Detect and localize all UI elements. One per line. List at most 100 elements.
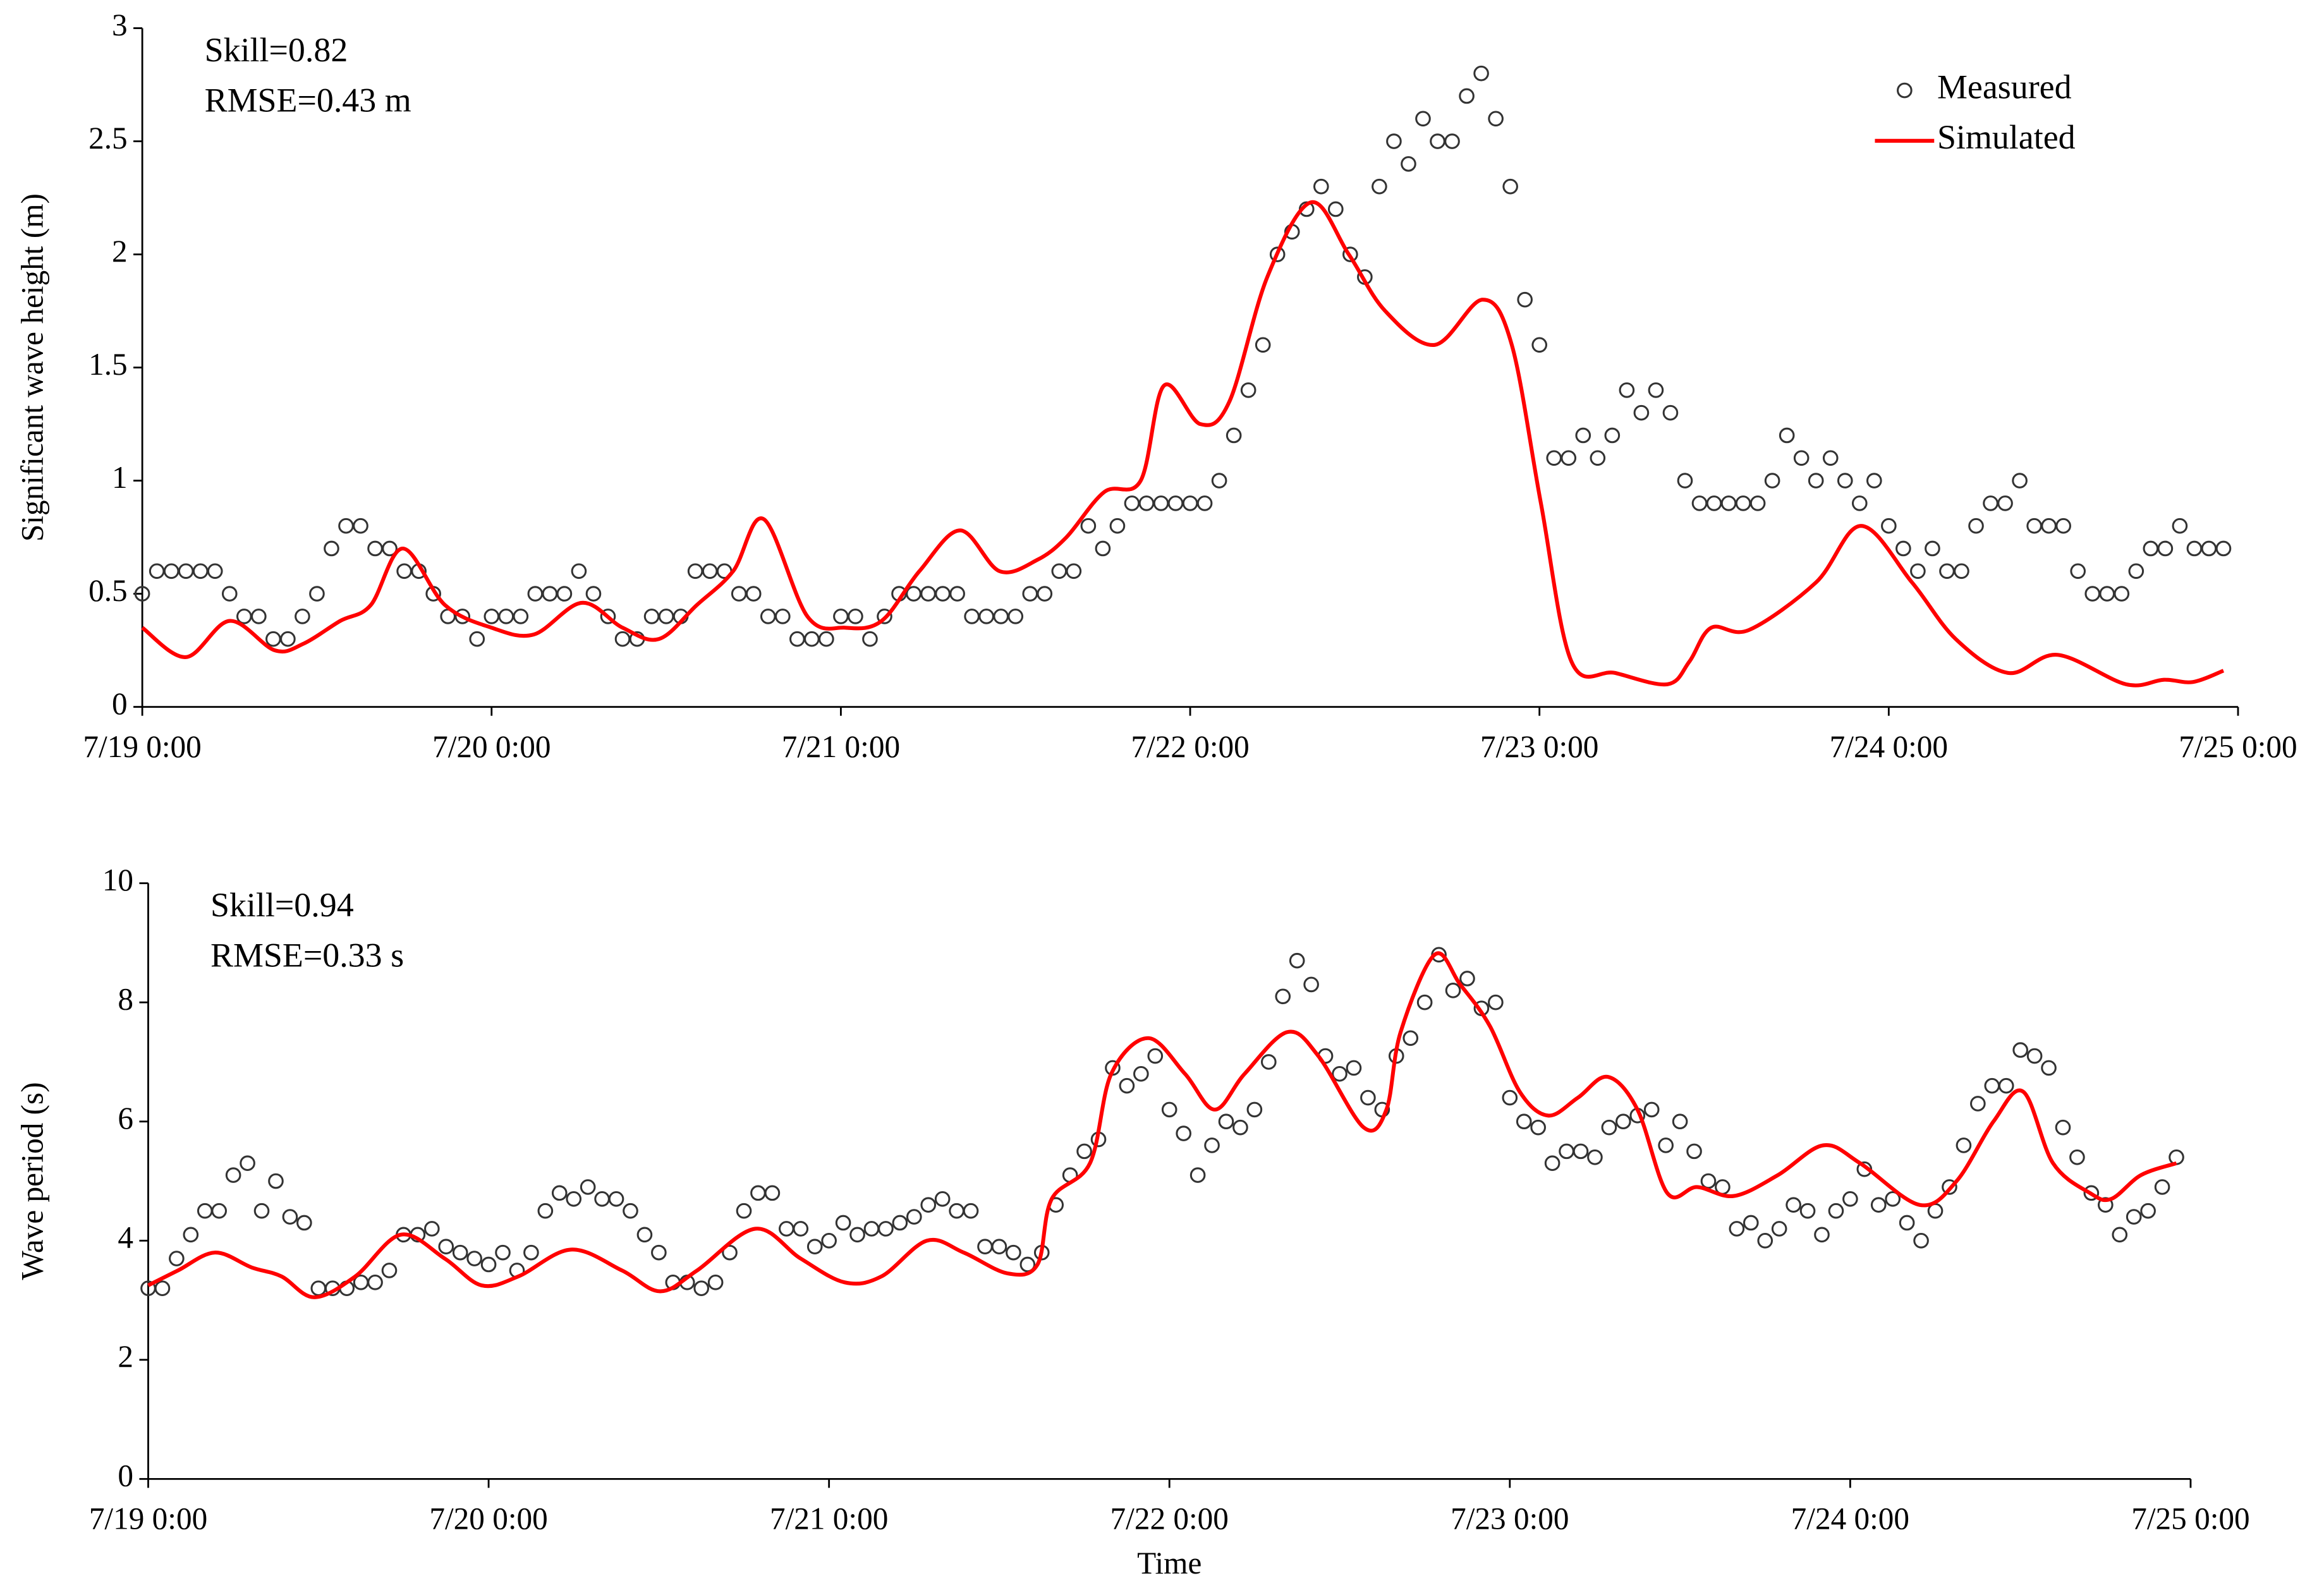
measured-point <box>178 563 194 579</box>
measured-point <box>527 586 544 602</box>
measured-point <box>774 609 791 624</box>
measured-point <box>295 609 310 624</box>
measured-point <box>1459 971 1475 986</box>
measured-point <box>221 586 238 602</box>
measured-point <box>1006 1244 1021 1261</box>
measured-point <box>920 1197 937 1213</box>
measured-point <box>1430 133 1445 149</box>
measured-point <box>310 1280 327 1297</box>
measured-point <box>134 586 150 602</box>
measured-point <box>1226 427 1242 444</box>
measured-point <box>862 631 878 647</box>
measured-point <box>1211 473 1227 488</box>
measured-point <box>1138 495 1155 511</box>
measured-point <box>2128 563 2145 579</box>
y-tick-label: 3 <box>112 8 128 42</box>
measured-point <box>1189 1167 1206 1183</box>
measured-point <box>614 631 631 647</box>
measured-point <box>1260 1054 1277 1070</box>
measured-point <box>192 563 209 579</box>
measured-point <box>2114 586 2130 602</box>
measured-point <box>280 631 296 647</box>
measured-point <box>1984 1077 2000 1094</box>
measured-point <box>1793 450 1810 466</box>
measured-point <box>1182 495 1198 511</box>
measured-point <box>779 1221 794 1237</box>
measured-point <box>1686 1143 1702 1160</box>
measured-point <box>1502 1089 1518 1106</box>
measured-point <box>1720 495 1737 511</box>
measured-point <box>1488 111 1504 127</box>
measured-point <box>1842 1191 1858 1207</box>
x-tick-label: 7/25 0:00 <box>2131 1501 2249 1536</box>
measured-point <box>1735 495 1751 511</box>
measured-point <box>2070 563 2086 579</box>
measured-point <box>2026 518 2042 534</box>
measured-point <box>1313 178 1329 195</box>
measured-point <box>722 1244 738 1261</box>
x-tick-label: 7/21 0:00 <box>782 729 900 764</box>
measured-point <box>1998 1077 2014 1094</box>
measured-point <box>594 1191 610 1207</box>
measured-point <box>2097 1197 2114 1213</box>
measured-point <box>484 609 500 624</box>
measured-point <box>1925 540 1940 557</box>
measured-point <box>1970 1096 1986 1112</box>
measured-point <box>571 563 587 579</box>
measured-point <box>1402 1030 1419 1046</box>
measured-point <box>353 518 368 534</box>
measured-point <box>1749 495 1766 511</box>
measured-point <box>963 1203 979 1219</box>
measured-point <box>424 1221 440 1237</box>
measured-point <box>207 563 223 579</box>
measured-point <box>1895 540 1911 557</box>
measured-point <box>651 1244 667 1261</box>
measured-point <box>818 631 834 647</box>
measured-point <box>1590 450 1606 466</box>
measured-point <box>438 1239 454 1255</box>
measured-point <box>1153 495 1169 511</box>
measured-point <box>848 609 863 624</box>
measured-point <box>382 540 398 557</box>
measured-point <box>585 586 602 602</box>
measured-point <box>1401 156 1416 172</box>
measured-point <box>877 609 892 624</box>
measured-point <box>556 586 573 602</box>
y-tick-label: 1 <box>112 460 128 495</box>
measured-point <box>1779 427 1795 444</box>
legend-label: Measured <box>1937 68 2072 106</box>
measured-point <box>1445 983 1461 998</box>
measured-point <box>309 586 325 602</box>
measured-point <box>1246 1101 1263 1118</box>
measured-point <box>1372 178 1387 195</box>
y-tick-label: 8 <box>118 981 133 1016</box>
measured-point <box>1700 1173 1717 1189</box>
measured-point <box>1360 1089 1376 1106</box>
y-axis-label: Significant wave height (m) <box>15 193 50 542</box>
measured-point <box>1658 1137 1674 1153</box>
measured-point <box>736 1203 752 1219</box>
measured-point <box>693 1280 709 1297</box>
measured-point <box>2186 540 2203 557</box>
measured-point <box>623 1203 638 1219</box>
measured-point <box>731 586 747 602</box>
measured-point <box>1218 1113 1234 1130</box>
measured-point <box>2140 1203 2156 1219</box>
measured-point <box>977 1239 993 1255</box>
measured-point <box>1332 1066 1348 1082</box>
measured-point <box>1459 88 1475 104</box>
measured-point <box>495 1244 511 1261</box>
measured-point <box>1786 1197 1801 1213</box>
measured-point <box>1997 495 2013 511</box>
measured-point <box>608 1191 624 1207</box>
measured-point <box>282 1209 298 1225</box>
y-tick-label: 10 <box>102 863 133 897</box>
measured-point <box>2126 1209 2142 1225</box>
measured-point <box>2215 540 2232 557</box>
measured-point <box>498 609 514 624</box>
measured-point <box>1196 495 1213 511</box>
x-tick-label: 7/22 0:00 <box>1131 729 1249 764</box>
y-tick-label: 1.5 <box>88 347 128 382</box>
measured-point <box>804 631 820 647</box>
x-tick-label: 7/24 0:00 <box>1830 729 1948 764</box>
